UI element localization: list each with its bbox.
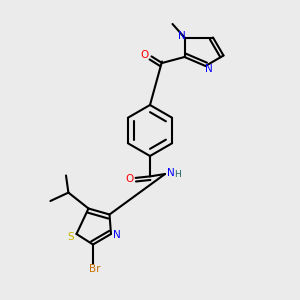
Text: N: N (205, 64, 212, 74)
Text: N: N (178, 31, 186, 41)
Text: H: H (175, 169, 181, 178)
Text: S: S (68, 232, 74, 242)
Text: N: N (167, 167, 174, 178)
Text: Br: Br (89, 264, 100, 274)
Text: O: O (125, 174, 133, 184)
Text: N: N (112, 230, 120, 241)
Text: O: O (141, 50, 149, 60)
